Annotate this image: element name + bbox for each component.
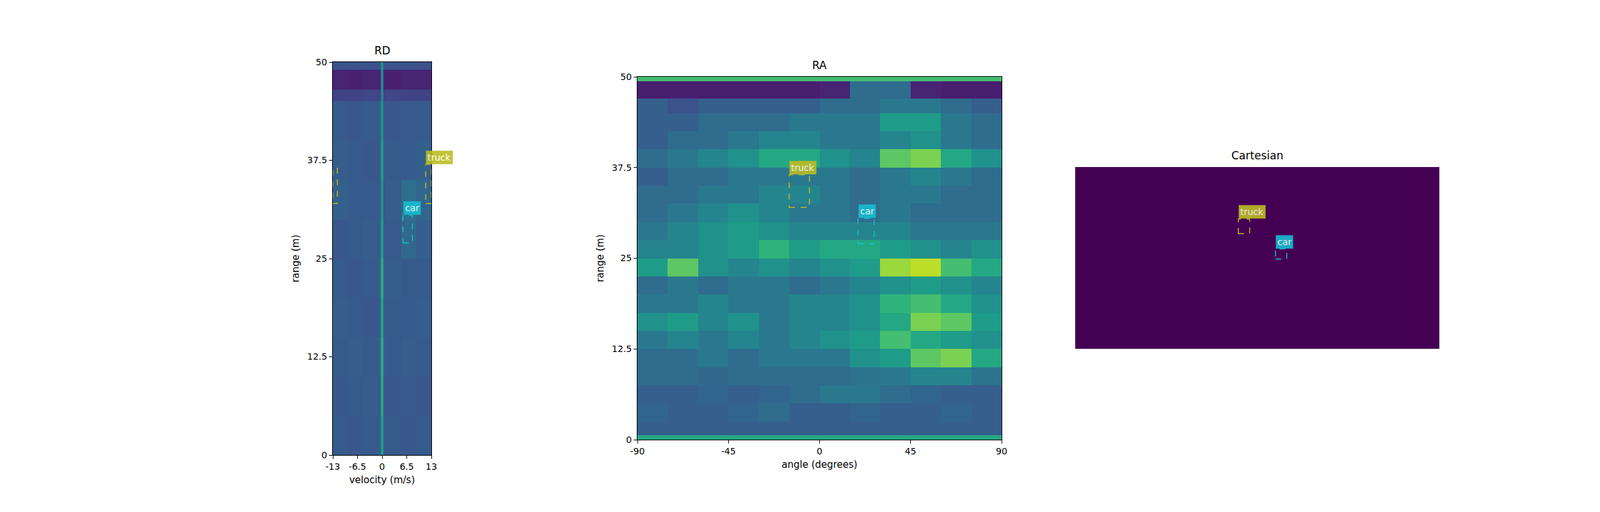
svg-text:RA: RA	[812, 58, 827, 72]
svg-text:-13: -13	[325, 461, 341, 472]
svg-text:car: car	[860, 206, 875, 217]
svg-text:truck: truck	[1240, 206, 1264, 217]
svg-text:45: 45	[904, 446, 917, 457]
svg-text:13: 13	[425, 461, 438, 472]
svg-text:37.5: 37.5	[307, 154, 328, 166]
svg-text:car: car	[405, 202, 420, 214]
svg-text:0: 0	[379, 461, 386, 472]
svg-text:RD: RD	[374, 44, 391, 57]
svg-text:90: 90	[995, 446, 1008, 457]
svg-text:range (m): range (m)	[289, 234, 302, 283]
svg-text:truck: truck	[791, 162, 815, 173]
svg-text:0: 0	[625, 434, 632, 445]
svg-text:37.5: 37.5	[611, 162, 632, 173]
svg-text:12.5: 12.5	[307, 351, 328, 362]
svg-text:car: car	[1277, 236, 1292, 248]
svg-text:12.5: 12.5	[611, 343, 632, 354]
svg-text:angle (degrees): angle (degrees)	[781, 458, 857, 471]
svg-text:truck: truck	[427, 152, 452, 163]
svg-text:-6.5: -6.5	[348, 461, 367, 472]
svg-text:50: 50	[620, 71, 632, 82]
svg-text:-90: -90	[630, 446, 646, 457]
svg-text:50: 50	[315, 56, 328, 68]
svg-text:25: 25	[620, 252, 632, 264]
svg-text:velocity (m/s): velocity (m/s)	[349, 474, 416, 486]
svg-text:range (m): range (m)	[594, 234, 607, 283]
svg-text:-45: -45	[721, 446, 736, 457]
svg-text:6.5: 6.5	[399, 461, 414, 472]
svg-text:25: 25	[315, 253, 328, 264]
svg-text:Cartesian: Cartesian	[1231, 149, 1284, 162]
svg-text:0: 0	[321, 449, 328, 461]
svg-text:0: 0	[816, 446, 823, 457]
